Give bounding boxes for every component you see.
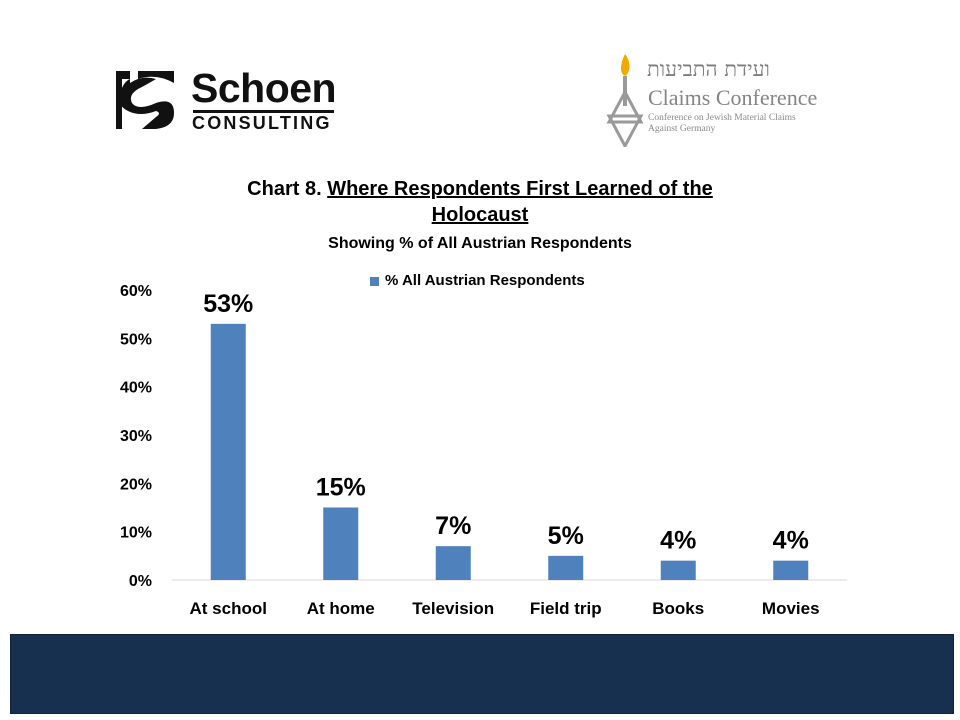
data-label: 7% bbox=[435, 512, 471, 540]
chart-title-line2: Holocaust bbox=[431, 204, 529, 226]
chart-subtitle: Showing % of All Austrian Respondents bbox=[328, 235, 632, 252]
schoen-divider bbox=[193, 110, 334, 113]
chart-title: Chart 8. Where Respondents First Learned… bbox=[180, 176, 780, 228]
x-tick-label: At home bbox=[307, 599, 375, 618]
data-label: 53% bbox=[203, 290, 253, 318]
bar bbox=[548, 555, 584, 580]
claims-subtitle-line1: Conference on Jewish Material Claims bbox=[648, 113, 796, 123]
data-label: 4% bbox=[660, 527, 696, 555]
y-tick-label: 50% bbox=[120, 331, 152, 348]
chart-title-main: Where Respondents First Learned of the bbox=[327, 178, 713, 200]
schoen-subtitle: CONSULTING bbox=[192, 113, 332, 133]
claims-subtitle-line2: Against Germany bbox=[648, 124, 716, 134]
bar bbox=[210, 323, 246, 580]
bar bbox=[323, 507, 359, 580]
schoen-s-icon bbox=[116, 71, 174, 129]
y-tick-label: 30% bbox=[120, 428, 152, 445]
data-label: 15% bbox=[316, 474, 366, 502]
claims-conference-logo: ועידת התביעות Claims Conference Conferen… bbox=[605, 52, 820, 147]
candle-star-icon bbox=[606, 54, 644, 147]
data-label: 4% bbox=[773, 527, 809, 555]
claims-subtitle: Conference on Jewish Material Claims Aga… bbox=[648, 113, 796, 135]
y-tick-label: 10% bbox=[120, 525, 152, 542]
bar bbox=[660, 560, 696, 580]
claims-hebrew-name: ועידת התביעות bbox=[647, 57, 770, 81]
x-tick-label: Television bbox=[412, 599, 494, 618]
schoen-consulting-logo: Schoen CONSULTING bbox=[116, 65, 346, 133]
data-label: 5% bbox=[548, 522, 584, 550]
x-tick-label: Field trip bbox=[530, 599, 602, 618]
y-tick-label: 60% bbox=[120, 283, 152, 300]
x-tick-label: Movies bbox=[762, 599, 820, 618]
schoen-name: Schoen bbox=[191, 65, 337, 111]
legend-label: % All Austrian Respondents bbox=[385, 272, 585, 289]
chart-title-prefix: Chart 8. bbox=[247, 178, 328, 200]
bar bbox=[435, 546, 471, 580]
y-tick-label: 0% bbox=[129, 573, 152, 590]
x-tick-label: At school bbox=[190, 599, 267, 618]
footer-band bbox=[10, 634, 954, 714]
y-tick-label: 40% bbox=[120, 380, 152, 397]
x-tick-label: Books bbox=[652, 599, 704, 618]
bar bbox=[773, 560, 809, 580]
legend-swatch bbox=[370, 277, 379, 286]
claims-name: Claims Conference bbox=[648, 85, 818, 110]
y-tick-label: 20% bbox=[120, 476, 152, 493]
